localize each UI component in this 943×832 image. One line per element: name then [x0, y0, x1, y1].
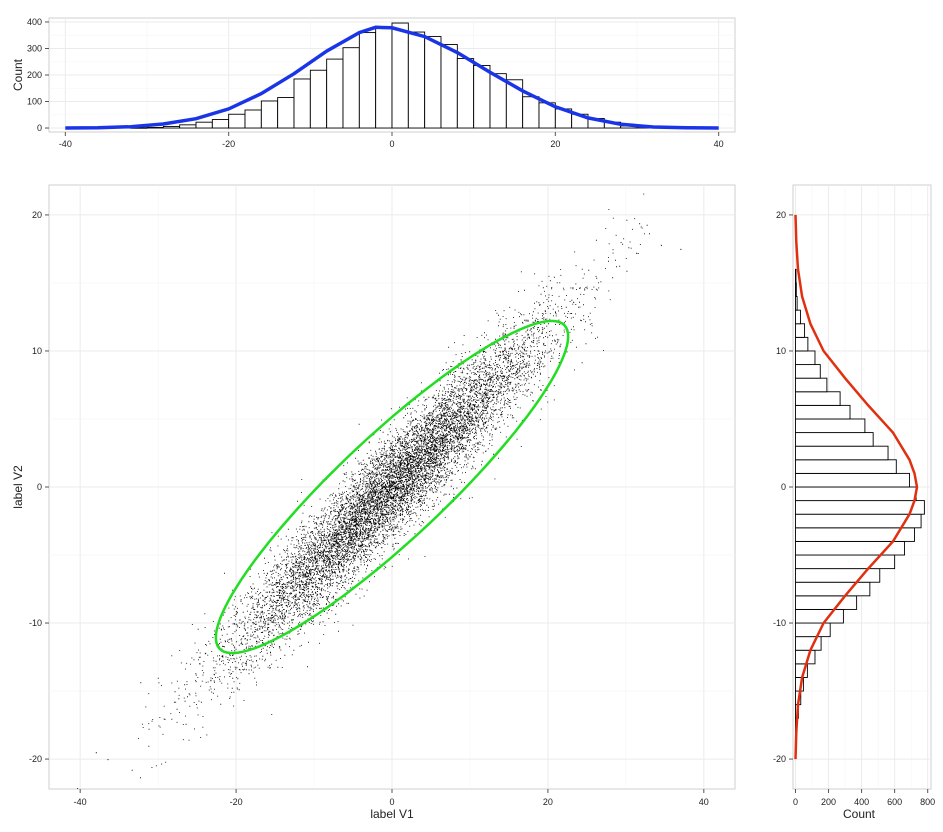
right-histogram-bar: [795, 391, 841, 406]
right-histogram-bar: [795, 404, 851, 420]
top-histogram-bar: [260, 100, 279, 129]
right-histogram-bar: [795, 418, 866, 434]
top-histogram-bar: [326, 58, 344, 129]
top-histogram-bar: [228, 113, 246, 129]
right-histogram-bar: [795, 323, 806, 338]
right-histogram-bars: [795, 268, 925, 746]
right-histogram-bar: [795, 445, 889, 461]
right-histogram-bar: [795, 608, 844, 624]
scatter-x-tick-label: 40: [699, 797, 709, 807]
top-histogram-bar: [195, 121, 213, 129]
right-histogram-bar: [795, 649, 816, 665]
top-y-tick-label: 300: [27, 43, 42, 53]
top-histogram-bar: [522, 96, 540, 129]
scatter-x-tick-label: -20: [230, 797, 243, 807]
right-histogram-bar: [795, 336, 809, 352]
right-histogram-bar: [795, 309, 801, 325]
right-histogram-bar: [795, 282, 797, 297]
scatter-y-tick-label: -20: [29, 754, 42, 764]
right-histogram-bar: [795, 459, 897, 474]
right-y-axis-ticks: -20 -10 0 10 20: [773, 210, 793, 764]
scatter-x-tick-label: 20: [543, 797, 553, 807]
right-x-tick-label: 200: [821, 797, 836, 807]
scatter-x-axis-ticks: -40 -20 0 20 40: [74, 789, 709, 807]
top-x-tick-label: 20: [550, 139, 560, 149]
top-histogram-bar: [456, 58, 475, 129]
right-histogram-bar: [795, 622, 831, 638]
right-x-axis-title: Count: [843, 807, 876, 821]
top-y-tick-label: 200: [27, 70, 42, 80]
scatter-x-axis-title: label V1: [370, 807, 414, 821]
scatter-y-tick-label: -10: [29, 618, 42, 628]
scatter-y-tick-label: 0: [37, 482, 42, 492]
top-y-tick-label: 100: [27, 97, 42, 107]
scatter-y-tick-label: 20: [32, 210, 42, 220]
top-x-axis-ticks: -40 -20 0 20 40: [59, 132, 724, 149]
right-density-curve: [794, 214, 919, 760]
right-histogram-bar: [795, 268, 797, 284]
confidence-ellipse: [214, 319, 570, 655]
top-histogram-bar: [342, 47, 360, 129]
top-histogram-bar: [211, 119, 230, 129]
right-x-tick-label: 800: [920, 797, 935, 807]
top-histogram-bar: [293, 78, 311, 129]
top-y-axis-ticks: 0 100 200 300 400: [27, 17, 49, 133]
scatter-y-axis-title: label V2: [11, 465, 25, 509]
scatter-y-axis-ticks: -20 -10 0 10 20: [29, 210, 49, 764]
right-histogram-bar: [795, 500, 925, 515]
top-y-axis-title: Count: [11, 58, 25, 91]
top-y-tick-label: 0: [37, 123, 42, 133]
right-histogram-bar: [795, 581, 871, 597]
right-histogram-bar: [795, 472, 910, 488]
right-x-tick-label: 400: [854, 797, 869, 807]
scatter-point-cloud: [77, 193, 682, 790]
top-x-tick-label: -40: [59, 139, 72, 149]
scatter-y-tick-label: 10: [32, 346, 42, 356]
right-histogram-panel: 0 200 400 600 800 -20 -10 0 10 20 Count: [773, 184, 935, 821]
right-histogram-bar: [795, 364, 821, 379]
top-histogram-bar: [424, 36, 442, 129]
top-histogram-bar: [179, 124, 197, 129]
top-histogram-bar: [391, 22, 409, 129]
top-y-tick-label: 400: [27, 17, 42, 27]
right-x-tick-label: 600: [887, 797, 902, 807]
scatter-x-tick-label: -40: [74, 797, 87, 807]
top-density-curve: [65, 25, 719, 130]
scatter-x-tick-label: 0: [389, 797, 394, 807]
right-histogram-bar: [795, 486, 917, 502]
top-histogram-bar: [358, 32, 377, 129]
right-y-tick-label: -10: [773, 618, 786, 628]
top-histogram-panel: -40 -20 0 20 40 0 100 200 300 400 Count: [11, 17, 736, 149]
top-histogram-bar: [146, 127, 164, 129]
right-y-tick-label: 20: [776, 210, 786, 220]
top-histogram-bar: [277, 97, 295, 129]
right-histogram-bar: [795, 595, 858, 610]
top-histogram-bar: [473, 65, 491, 129]
top-histogram-bar: [440, 44, 458, 129]
top-histogram-bar: [244, 109, 262, 129]
top-histogram-bar: [407, 31, 426, 129]
top-x-tick-label: 40: [714, 139, 724, 149]
top-histogram-bar: [309, 69, 328, 129]
top-x-tick-label: -20: [222, 139, 235, 149]
right-histogram-bar: [795, 296, 798, 311]
right-y-tick-label: 0: [781, 482, 786, 492]
right-histogram-bar: [795, 377, 828, 393]
right-x-tick-label: 0: [793, 797, 798, 807]
right-x-axis-ticks: 0 200 400 600 800: [793, 789, 935, 807]
right-y-tick-label: -20: [773, 754, 786, 764]
scatter-points: [77, 193, 682, 790]
right-y-tick-label: 10: [776, 346, 786, 356]
top-histogram-bar: [375, 27, 393, 129]
top-histogram-bar: [162, 125, 181, 129]
top-histogram-bars: [130, 22, 654, 129]
scatter-gridlines: [49, 185, 735, 789]
top-x-tick-label: 0: [389, 139, 394, 149]
right-histogram-bar: [795, 432, 874, 447]
scatter-panel: -40 -20 0 20 40 -20 -10 0 10 20 label V1 label V…: [11, 184, 736, 821]
right-histogram-bar: [795, 350, 816, 366]
